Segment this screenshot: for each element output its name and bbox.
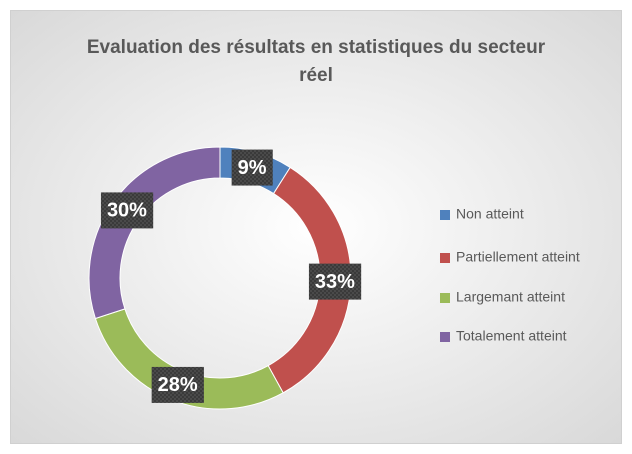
- data-label: 30%: [107, 200, 147, 222]
- donut-slice: [88, 146, 221, 320]
- data-label: 33%: [315, 271, 355, 293]
- data-label: 9%: [238, 157, 267, 179]
- data-label-box: [100, 192, 154, 229]
- legend-swatch: [440, 332, 450, 342]
- data-label-box: [308, 263, 362, 300]
- legend-swatch: [440, 210, 450, 220]
- legend-swatch: [440, 253, 450, 263]
- data-label: 28%: [158, 374, 198, 396]
- legend-swatch: [440, 293, 450, 303]
- legend-label: Totalement atteint: [456, 328, 567, 344]
- chart-title: Evaluation des résultats en statistiques…: [86, 37, 546, 86]
- legend-label: Non atteint: [456, 206, 524, 222]
- legend-label: Partiellement atteint: [456, 249, 580, 265]
- legend-label: Largemant atteint: [456, 289, 565, 305]
- data-label-box: [151, 366, 204, 403]
- data-label-box: [231, 149, 273, 186]
